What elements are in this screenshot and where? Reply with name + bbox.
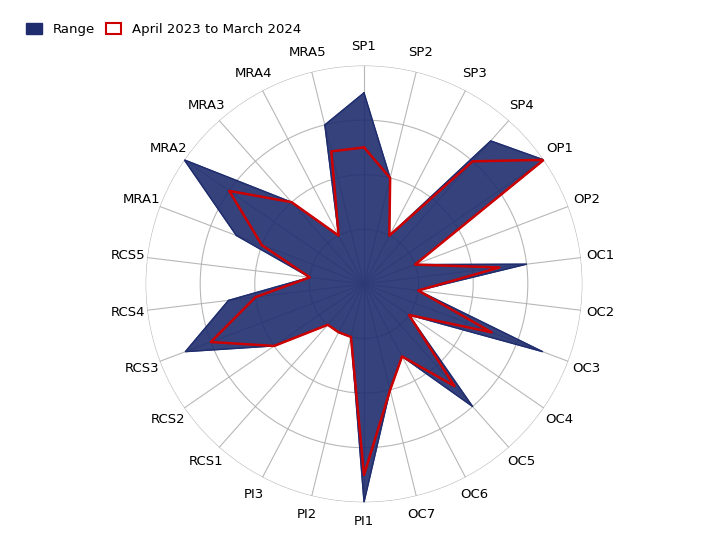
Legend: Range, April 2023 to March 2024: Range, April 2023 to March 2024 <box>21 17 306 41</box>
Polygon shape <box>184 93 544 502</box>
